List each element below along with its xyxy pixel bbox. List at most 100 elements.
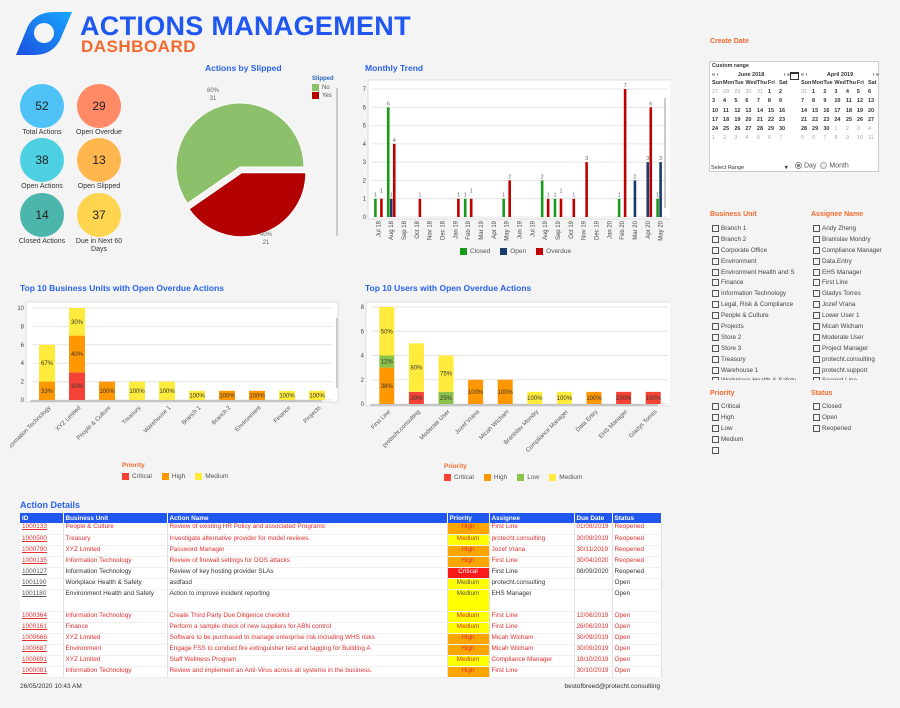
calendar-day[interactable]: 9	[778, 98, 783, 105]
filter-checkbox[interactable]: Second Line	[813, 375, 885, 380]
calendar-day[interactable]: 3	[734, 135, 738, 142]
bar-overdue[interactable]	[469, 198, 473, 217]
bar-segment-high[interactable]	[39, 381, 55, 400]
legend-item-yes[interactable]: Yes	[312, 92, 334, 99]
filter-checkbox[interactable]: Treasury	[712, 354, 797, 365]
bar-closed[interactable]	[656, 198, 659, 217]
calendar-day[interactable]: 4	[723, 98, 727, 105]
bar-overdue[interactable]	[585, 162, 588, 217]
bar-segment-medium[interactable]	[69, 308, 85, 336]
bar-segment-medium[interactable]	[527, 391, 543, 404]
calendar-day[interactable]: 10	[712, 107, 719, 114]
filter-checkbox[interactable]: protecht.consulting	[813, 354, 885, 365]
filter-checkbox[interactable]: Open	[813, 412, 885, 423]
legend-item-critical[interactable]: Critical	[122, 473, 152, 480]
filter-checkbox[interactable]: Branch 2	[712, 234, 797, 245]
calendar-day[interactable]: 12	[856, 98, 864, 105]
filter-checkbox[interactable]: Warehouse 1	[712, 365, 797, 376]
filter-checkbox[interactable]: Jozef Vrana	[813, 299, 885, 310]
cell-id[interactable]: 1000790	[20, 545, 64, 557]
legend-item-low[interactable]: Low	[517, 474, 539, 481]
calendar-day[interactable]: 18	[845, 107, 853, 114]
kpi-card[interactable]: 38 Open Actions	[12, 138, 72, 191]
filter-checkbox[interactable]: Data.Entry	[813, 256, 885, 267]
calendar-day[interactable]: 6	[745, 98, 749, 105]
cell-id[interactable]: 1000500	[20, 534, 64, 546]
calendar-day[interactable]: 2	[723, 135, 727, 142]
chart-scrollbar[interactable]	[336, 318, 338, 388]
calendar-day[interactable]: 2	[823, 89, 827, 96]
calendar-day[interactable]: 13	[867, 98, 875, 105]
bar-segment-critical[interactable]	[616, 391, 632, 404]
bar-segment-critical[interactable]	[408, 391, 424, 404]
bar-closed[interactable]	[553, 198, 557, 217]
bar-closed[interactable]	[374, 198, 377, 217]
calendar-day[interactable]: 9	[823, 98, 827, 105]
calendar-day[interactable]: 5	[801, 135, 805, 142]
calendar-day[interactable]: 30	[823, 125, 830, 132]
cell-id[interactable]: 1000891	[20, 655, 64, 667]
calendar-day[interactable]: 8	[834, 135, 838, 142]
bar-overdue[interactable]	[508, 180, 511, 217]
calendar-day[interactable]: 21	[756, 116, 764, 123]
filter-checkbox[interactable]: protecht.support	[813, 365, 885, 376]
table-row[interactable]: 1000364 Information Technology Create Thir…	[20, 611, 662, 623]
next-month-icon[interactable]: › »	[783, 72, 790, 78]
table-row[interactable]: 1000790 XYZ Limited Password Manager High Jo…	[20, 545, 662, 557]
bar-open[interactable]	[389, 198, 393, 217]
legend-item-critical[interactable]: Critical	[444, 474, 474, 481]
pie-scrollbar[interactable]	[336, 88, 338, 236]
filter-checkbox[interactable]: Projects	[712, 321, 797, 332]
bar-closed[interactable]	[463, 198, 467, 217]
column-header[interactable]: Business Unit	[63, 513, 168, 523]
calendar-day[interactable]: 5	[756, 135, 760, 142]
bar-open[interactable]	[633, 180, 637, 217]
bar-closed[interactable]	[617, 198, 621, 217]
calendar-day[interactable]: 17	[834, 107, 841, 114]
cell-id[interactable]: 1000687	[20, 644, 64, 656]
legend-item-medium[interactable]: Medium	[195, 473, 228, 480]
bar-overdue[interactable]	[392, 143, 396, 217]
calendar-day[interactable]: 1	[712, 135, 716, 142]
calendar-day[interactable]: 7	[801, 98, 805, 105]
table-row[interactable]: 1000127 Information Technology Review of k…	[20, 567, 662, 579]
legend-item-high[interactable]: High	[161, 473, 185, 480]
calendar-day[interactable]: 16	[823, 107, 830, 114]
chart-scrollbar[interactable]	[664, 98, 666, 208]
cell-id[interactable]: 1000133	[20, 523, 64, 535]
calendar-day[interactable]: 2	[845, 125, 849, 132]
calendar-day[interactable]: 23	[823, 116, 830, 123]
calendar-day[interactable]: 18	[723, 116, 730, 123]
calendar-icon[interactable]	[790, 72, 799, 80]
calendar-day[interactable]: 12	[734, 107, 741, 114]
calendar-day[interactable]: 3	[712, 98, 716, 105]
pie-slice-no[interactable]	[175, 102, 305, 205]
filter-checkbox[interactable]: Environment	[712, 256, 797, 267]
column-header[interactable]: Assignee	[489, 513, 575, 523]
cell-id[interactable]: 1000364	[20, 611, 64, 623]
table-row[interactable]: 1000133 People & Culture Review of existin…	[20, 523, 662, 535]
cell-id[interactable]: 1000127	[20, 567, 64, 579]
filter-checkbox[interactable]: Store 2	[712, 332, 797, 343]
bar-overdue[interactable]	[457, 198, 460, 217]
filter-checkbox[interactable]: Gladys Torres	[813, 288, 885, 299]
cell-id[interactable]: 1000081	[20, 666, 64, 678]
filter-checkbox[interactable]: EHS Manager	[813, 267, 885, 278]
bar-segment-high[interactable]	[586, 391, 602, 404]
pie-slice-yes[interactable]	[188, 172, 307, 238]
column-header[interactable]: Action Name	[167, 513, 448, 523]
bar-overdue[interactable]	[649, 107, 653, 217]
calendar-day[interactable]: 19	[734, 116, 741, 123]
table-row[interactable]: 1001180 Environment Health and Safety Acti…	[20, 589, 662, 612]
calendar-day[interactable]: 23	[778, 116, 786, 123]
filter-checkbox[interactable]: Branislav Mondry	[813, 234, 885, 245]
prev-year-icon[interactable]: « ‹	[801, 72, 808, 78]
bar-segment-critical[interactable]	[69, 372, 85, 400]
filter-checkbox[interactable]: High	[712, 412, 792, 423]
filter-checkbox[interactable]: Store 3	[712, 343, 797, 354]
legend-item-open[interactable]: Open	[500, 248, 526, 255]
calendar-day[interactable]: 24	[712, 125, 719, 132]
legend-item-medium[interactable]: Medium	[549, 474, 582, 481]
bar-overdue[interactable]	[623, 89, 627, 217]
calendar-day[interactable]: 16	[778, 107, 786, 114]
